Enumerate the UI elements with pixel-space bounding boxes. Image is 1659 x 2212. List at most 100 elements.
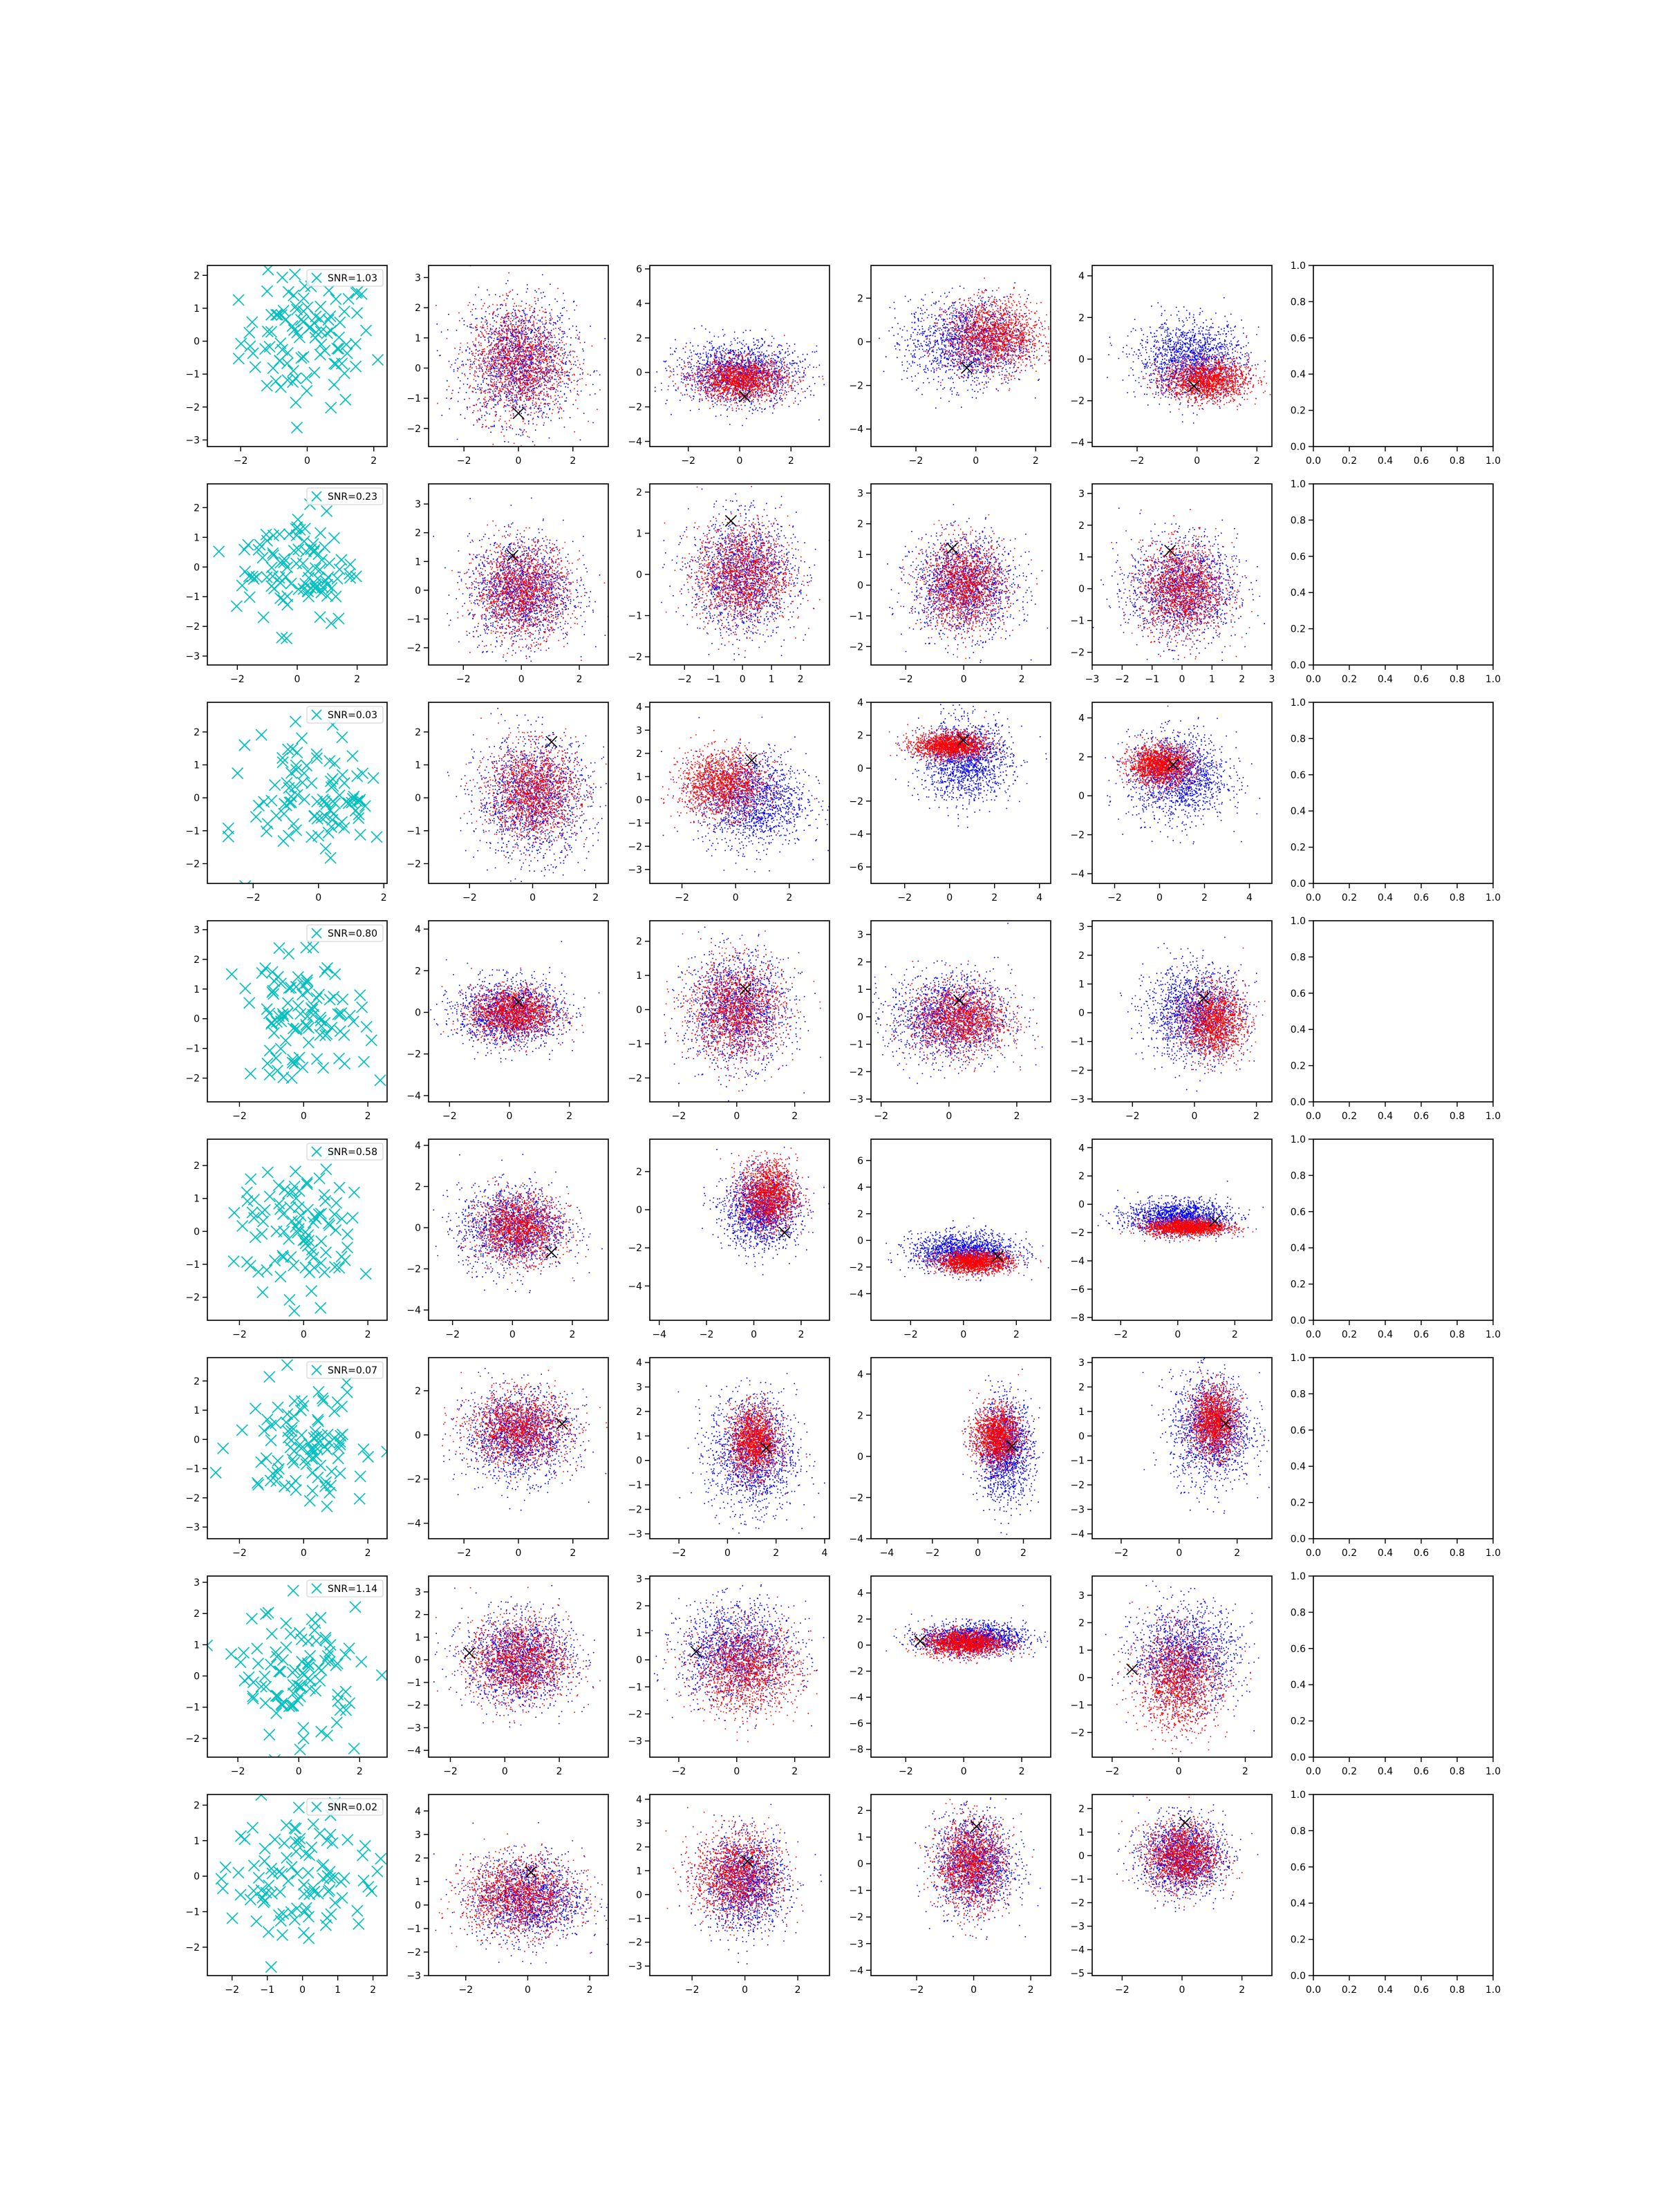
x-point: [292, 789, 303, 800]
blue-series: [679, 1804, 822, 1965]
x-point: [250, 812, 261, 823]
y-tick-label: −1: [185, 1907, 200, 1918]
scatter-points: [886, 1605, 1060, 1664]
x-point: [334, 564, 345, 575]
x-tick-label: 0.8: [1450, 456, 1465, 467]
x-point: [311, 993, 322, 1004]
x-tick-label: 2: [1020, 1548, 1027, 1559]
x-tick-label: 0.8: [1450, 1111, 1465, 1122]
x-tick-label: 2: [795, 1985, 801, 1996]
x-point: [256, 968, 268, 979]
x-point: [283, 286, 294, 297]
x-point: [333, 613, 344, 624]
legend-label: SNR=0.02: [328, 1802, 377, 1813]
y-tick-label: 4: [415, 1141, 421, 1152]
x-point: [330, 294, 341, 305]
x-point: [245, 1894, 256, 1905]
x-point: [258, 1216, 269, 1227]
y-tick-label: −1: [185, 369, 200, 380]
y-tick-label: 0.8: [1291, 1607, 1306, 1618]
scatter-points: [216, 1790, 386, 1973]
x-point: [264, 1191, 275, 1202]
x-point: [265, 1659, 276, 1670]
x-tick-label: 0.6: [1414, 1548, 1429, 1559]
x-point: [218, 1443, 229, 1454]
legend: SNR=0.58: [307, 1143, 383, 1160]
x-point: [304, 1495, 315, 1506]
x-point: [261, 1453, 272, 1464]
x-tick-label: 2: [1234, 1548, 1240, 1559]
x-point: [348, 1743, 359, 1754]
y-tick-label: −2: [849, 1912, 863, 1923]
y-tick-label: 0.6: [1291, 1425, 1306, 1436]
x-point: [297, 558, 308, 569]
x-tick-label: 0.8: [1450, 674, 1465, 685]
scatter-points: [210, 1360, 404, 1512]
x-point: [261, 1887, 272, 1898]
x-point: [278, 1208, 289, 1219]
x-point: [340, 1686, 351, 1697]
x-point: [259, 1843, 270, 1854]
x-point: [328, 379, 339, 391]
x-point: [329, 758, 340, 769]
x-point: [253, 800, 264, 811]
panel-r5-c6: 0.0 0.2 0.4 0.6 0.8 1.00.00.20.40.60.81.0: [1291, 1134, 1501, 1340]
y-tick-label: −4: [406, 1519, 421, 1530]
x-point: [315, 301, 326, 312]
marker-x: [971, 1821, 982, 1832]
x-point: [244, 592, 255, 603]
x-point: [272, 1402, 283, 1413]
x-point: [279, 1837, 290, 1848]
x-point: [339, 306, 350, 317]
x-point: [333, 819, 344, 830]
x-point: [321, 505, 332, 516]
y-tick-label: 0.2: [1291, 1498, 1306, 1509]
x-point: [323, 827, 334, 838]
y-tick-label: 1.0: [1291, 479, 1306, 490]
x-tick-label: 0.6: [1414, 1111, 1429, 1122]
y-tick-label: 4: [1078, 1143, 1085, 1154]
x-point: [309, 367, 320, 378]
x-point: [299, 1880, 310, 1891]
legend: SNR=1.03: [307, 270, 383, 286]
x-tick-label: 1.0: [1485, 674, 1501, 685]
y-tick-label: −2: [406, 1947, 421, 1958]
y-tick-label: −4: [1070, 1529, 1085, 1540]
x-tick-label: −1: [706, 674, 721, 685]
panel-r8-c6: 0.0 0.2 0.4 0.6 0.8 1.00.00.20.40.60.81.0: [1291, 1790, 1501, 1996]
scatter-points: [865, 263, 1098, 409]
red-series: [442, 1353, 607, 1481]
x-point: [327, 1837, 338, 1848]
axes-frame: [429, 484, 608, 665]
x-point: [315, 1029, 326, 1040]
x-point: [265, 1420, 276, 1431]
y-tick-label: 4: [857, 1182, 863, 1193]
x-point: [358, 1056, 369, 1067]
x-point: [282, 348, 293, 359]
x-point: [303, 572, 315, 583]
x-point: [238, 1647, 250, 1658]
y-tick-label: 4: [1078, 271, 1085, 282]
x-point: [247, 317, 258, 328]
y-tick-label: −4: [1070, 1256, 1085, 1267]
x-point: [306, 1614, 317, 1625]
y-tick-label: 0: [194, 562, 200, 573]
y-tick-label: 2: [857, 1209, 863, 1220]
y-tick-label: −1: [185, 826, 200, 837]
y-tick-label: −1: [849, 1886, 863, 1897]
scatter-points: [885, 1218, 1078, 1282]
y-tick-label: −2: [1070, 1898, 1085, 1909]
x-point: [279, 808, 290, 819]
x-point: [332, 1396, 343, 1407]
y-tick-label: 0.0: [1291, 1752, 1306, 1763]
x-point: [335, 1009, 346, 1020]
x-point: [292, 971, 303, 982]
y-tick-label: −4: [1070, 869, 1085, 880]
x-point: [237, 1221, 248, 1232]
scatter-points: [202, 1585, 388, 1765]
legend-label: SNR=0.80: [328, 928, 377, 939]
x-point: [352, 308, 363, 319]
